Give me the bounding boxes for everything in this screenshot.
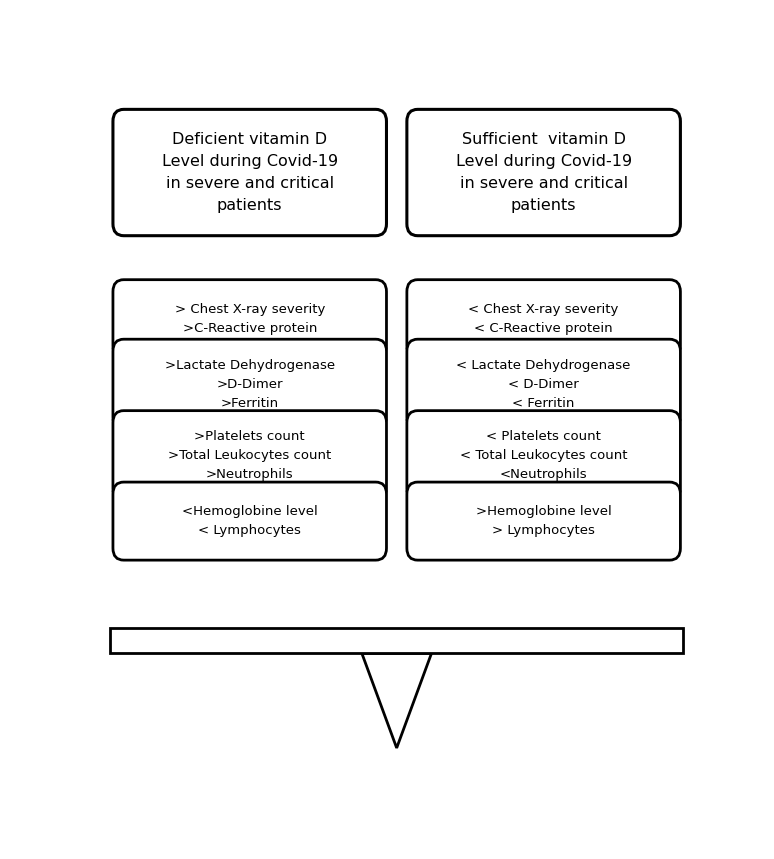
Text: Deficient vitamin D
Level during Covid-19
in severe and critical
patients: Deficient vitamin D Level during Covid-1… — [162, 131, 337, 213]
Text: >Hemoglobine level
> Lymphocytes: >Hemoglobine level > Lymphocytes — [476, 505, 611, 537]
Text: < Chest X-ray severity
< C-Reactive protein: < Chest X-ray severity < C-Reactive prot… — [468, 302, 619, 335]
Polygon shape — [362, 654, 431, 748]
Text: < Lactate Dehydrogenase
< D-Dimer
< Ferritin: < Lactate Dehydrogenase < D-Dimer < Ferr… — [457, 359, 631, 410]
FancyBboxPatch shape — [113, 109, 386, 235]
Text: > Chest X-ray severity
>C-Reactive protein: > Chest X-ray severity >C-Reactive prote… — [174, 302, 325, 335]
FancyBboxPatch shape — [407, 280, 680, 357]
FancyBboxPatch shape — [407, 339, 680, 430]
FancyBboxPatch shape — [407, 109, 680, 235]
FancyBboxPatch shape — [113, 482, 386, 560]
FancyBboxPatch shape — [110, 628, 683, 654]
Text: >Lactate Dehydrogenase
>D-Dimer
>Ferritin: >Lactate Dehydrogenase >D-Dimer >Ferriti… — [165, 359, 335, 410]
Text: >Platelets count
>Total Leukocytes count
>Neutrophils: >Platelets count >Total Leukocytes count… — [168, 430, 331, 481]
FancyBboxPatch shape — [113, 411, 386, 501]
FancyBboxPatch shape — [407, 411, 680, 501]
Text: < Platelets count
< Total Leukocytes count
<Neutrophils: < Platelets count < Total Leukocytes cou… — [460, 430, 628, 481]
Text: Sufficient  vitamin D
Level during Covid-19
in severe and critical
patients: Sufficient vitamin D Level during Covid-… — [456, 131, 632, 213]
Text: <Hemoglobine level
< Lymphocytes: <Hemoglobine level < Lymphocytes — [182, 505, 317, 537]
FancyBboxPatch shape — [113, 339, 386, 430]
FancyBboxPatch shape — [113, 280, 386, 357]
FancyBboxPatch shape — [407, 482, 680, 560]
